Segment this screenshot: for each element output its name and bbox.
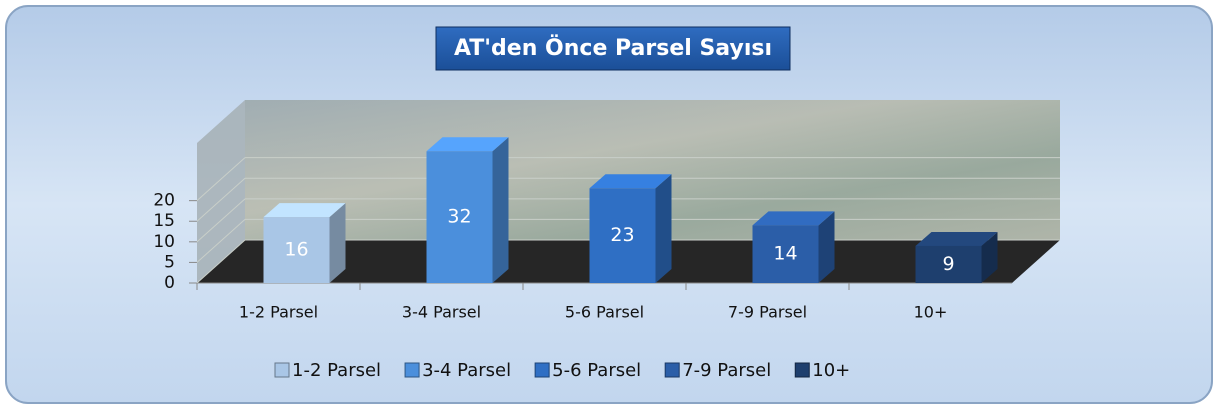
- y-tick-label: 15: [153, 211, 175, 231]
- legend-label: 7-9 Parsel: [682, 360, 771, 381]
- y-tick-label: 5: [164, 252, 175, 272]
- legend-swatch: [275, 363, 289, 377]
- legend-swatch: [795, 363, 809, 377]
- bar-side: [330, 203, 346, 283]
- x-tick-label: 1-2 Parsel: [239, 303, 318, 322]
- y-tick-label: 20: [153, 191, 175, 211]
- y-tick-label: 0: [164, 273, 175, 293]
- legend-label: 1-2 Parsel: [292, 360, 381, 381]
- x-tick-label: 10+: [914, 303, 948, 322]
- data-label: 9: [942, 253, 954, 275]
- legend-label: 3-4 Parsel: [422, 360, 511, 381]
- legend-swatch: [535, 363, 549, 377]
- bar-side: [656, 174, 672, 283]
- legend-swatch: [665, 363, 679, 377]
- chart: AT'den Önce Parsel Sayısı 05101520 1-2 Pa…: [0, 0, 1219, 410]
- legend-label: 5-6 Parsel: [552, 360, 641, 381]
- data-label: 14: [773, 243, 797, 265]
- data-label: 32: [447, 206, 471, 228]
- bar-side: [493, 137, 509, 283]
- legend-swatch: [405, 363, 419, 377]
- x-tick-label: 3-4 Parsel: [402, 303, 481, 322]
- page: {"chart_data": {"type": "bar3d", "title"…: [0, 0, 1219, 410]
- legend-label: 10+: [812, 360, 850, 381]
- x-tick-label: 5-6 Parsel: [565, 303, 644, 322]
- y-tick-label: 10: [153, 232, 175, 252]
- data-label: 16: [284, 239, 308, 261]
- chart-title: AT'den Önce Parsel Sayısı: [454, 35, 772, 61]
- x-tick-label: 7-9 Parsel: [728, 303, 807, 322]
- data-label: 23: [610, 224, 634, 246]
